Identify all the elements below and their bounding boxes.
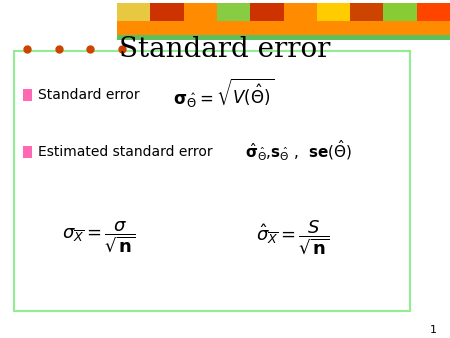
Text: Standard error: Standard error [38, 88, 140, 102]
FancyBboxPatch shape [250, 3, 284, 22]
Text: Standard error: Standard error [119, 35, 331, 63]
FancyBboxPatch shape [117, 21, 450, 35]
FancyBboxPatch shape [217, 3, 250, 22]
FancyBboxPatch shape [350, 3, 383, 22]
FancyBboxPatch shape [117, 3, 150, 22]
Text: $\hat{\sigma}_{\overline{X}} = \dfrac{S}{\sqrt{\mathbf{n}}}$: $\hat{\sigma}_{\overline{X}} = \dfrac{S}… [256, 218, 329, 256]
FancyBboxPatch shape [284, 3, 317, 22]
FancyBboxPatch shape [184, 3, 217, 22]
FancyBboxPatch shape [150, 3, 184, 22]
Text: 1: 1 [429, 324, 436, 335]
Text: $\mathbf{\sigma}_{\hat{\Theta}} = \sqrt{V(\hat{\Theta})}$: $\mathbf{\sigma}_{\hat{\Theta}} = \sqrt{… [173, 76, 274, 110]
Bar [22, 89, 32, 101]
Text: $\sigma_{\overline{X}} = \dfrac{\sigma}{\sqrt{\mathbf{n}}}$: $\sigma_{\overline{X}} = \dfrac{\sigma}{… [62, 219, 136, 254]
FancyBboxPatch shape [14, 51, 410, 311]
FancyBboxPatch shape [417, 3, 450, 22]
Text: Estimated standard error: Estimated standard error [38, 145, 213, 159]
Bar [22, 146, 32, 158]
FancyBboxPatch shape [383, 3, 417, 22]
FancyBboxPatch shape [317, 3, 350, 22]
Text: $\hat{\mathbf{\sigma}}_{\hat{\Theta}}$,$\mathbf{s}_{\hat{\Theta}}$ ,  $\mathbf{s: $\hat{\mathbf{\sigma}}_{\hat{\Theta}}$,$… [245, 139, 352, 163]
FancyBboxPatch shape [117, 35, 450, 40]
